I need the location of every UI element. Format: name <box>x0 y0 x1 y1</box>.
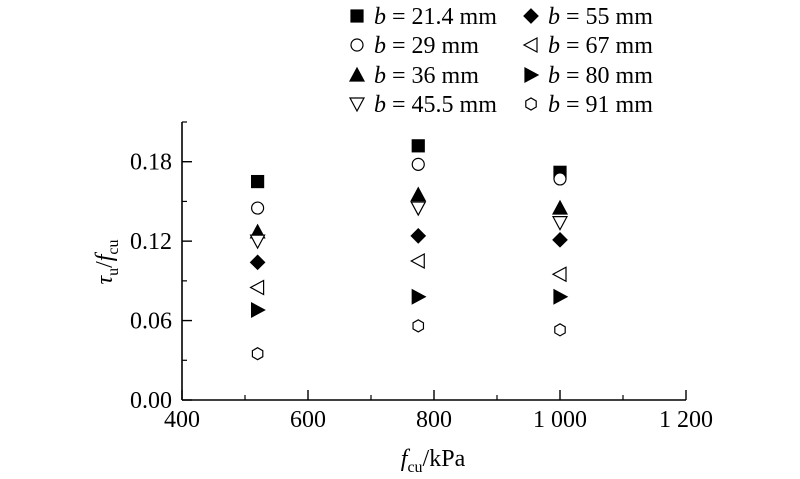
data-point-series-5 <box>552 231 568 248</box>
legend-item: b = 36 mm <box>348 63 479 89</box>
data-point-series-5 <box>249 254 266 271</box>
legend-item: b = 67 mm <box>522 33 653 59</box>
legend-label: b = 36 mm <box>374 63 479 89</box>
data-points <box>249 139 569 361</box>
x-tick-label: 1 200 <box>659 407 713 433</box>
legend-marker <box>524 66 540 84</box>
legend-item: b = 21.4 mm <box>350 4 497 30</box>
legend-label: b = 45.5 mm <box>374 92 497 118</box>
legend-marker <box>525 97 537 111</box>
legend-item: b = 80 mm <box>524 63 653 89</box>
data-point-series-2 <box>553 172 567 186</box>
x-tick-label: 400 <box>164 407 200 433</box>
legend: b = 21.4 mm b = 29 mm b = 36 mm b = 45.5 mm… <box>348 4 653 118</box>
legend-label: b = 91 mm <box>548 92 653 118</box>
x-axis-title: fcu/kPa <box>401 446 466 476</box>
axis-ticks: 400 600 800 1 000 1 200 0.00 0.06 0.12 0.18 <box>130 121 713 433</box>
legend-marker <box>348 97 366 113</box>
data-point-series-2 <box>411 157 425 171</box>
legend-marker <box>350 9 364 23</box>
legend-marker <box>522 36 538 54</box>
data-point-series-4 <box>249 234 266 250</box>
data-point-series-8 <box>554 323 566 337</box>
x-tick-label: 1 000 <box>533 407 587 433</box>
y-axis-title: τu/fcu <box>92 239 122 284</box>
y-tick-label: 0.12 <box>130 229 172 255</box>
data-point-series-6 <box>409 252 425 270</box>
data-point-series-1 <box>251 174 265 189</box>
legend-marker <box>523 8 539 24</box>
axis-titles: fcu/kPa τu/fcu <box>92 239 466 476</box>
legend-label: b = 29 mm <box>374 33 479 59</box>
data-point-series-1 <box>411 139 425 153</box>
x-tick-label: 600 <box>290 407 326 433</box>
legend-marker <box>348 66 366 82</box>
data-point-series-4 <box>410 201 427 217</box>
legend-item: b = 55 mm <box>523 4 653 30</box>
legend-item: b = 91 mm <box>525 92 653 118</box>
legend-label: b = 21.4 mm <box>374 4 497 30</box>
y-tick-label: 0.00 <box>130 388 172 414</box>
data-point-series-8 <box>412 319 425 333</box>
y-tick-label: 0.18 <box>130 150 172 176</box>
data-point-series-7 <box>411 288 427 305</box>
data-point-series-8 <box>251 346 264 361</box>
data-point-series-3 <box>410 186 427 202</box>
data-point-series-3 <box>551 199 569 215</box>
legend-label: b = 55 mm <box>548 4 653 30</box>
data-point-series-4 <box>551 216 569 231</box>
y-tick-label: 0.06 <box>130 309 172 335</box>
legend-marker <box>350 38 364 52</box>
data-point-series-6 <box>551 266 567 283</box>
legend-label: b = 80 mm <box>548 63 653 89</box>
x-tick-label: 800 <box>416 407 452 433</box>
legend-item: b = 29 mm <box>350 33 479 59</box>
data-point-series-7 <box>553 288 569 305</box>
data-point-series-5 <box>410 227 427 244</box>
legend-label: b = 67 mm <box>548 33 653 59</box>
data-point-series-7 <box>251 301 266 318</box>
legend-item: b = 45.5 mm <box>348 92 497 118</box>
data-point-series-2 <box>251 201 265 215</box>
data-point-series-6 <box>249 279 265 296</box>
